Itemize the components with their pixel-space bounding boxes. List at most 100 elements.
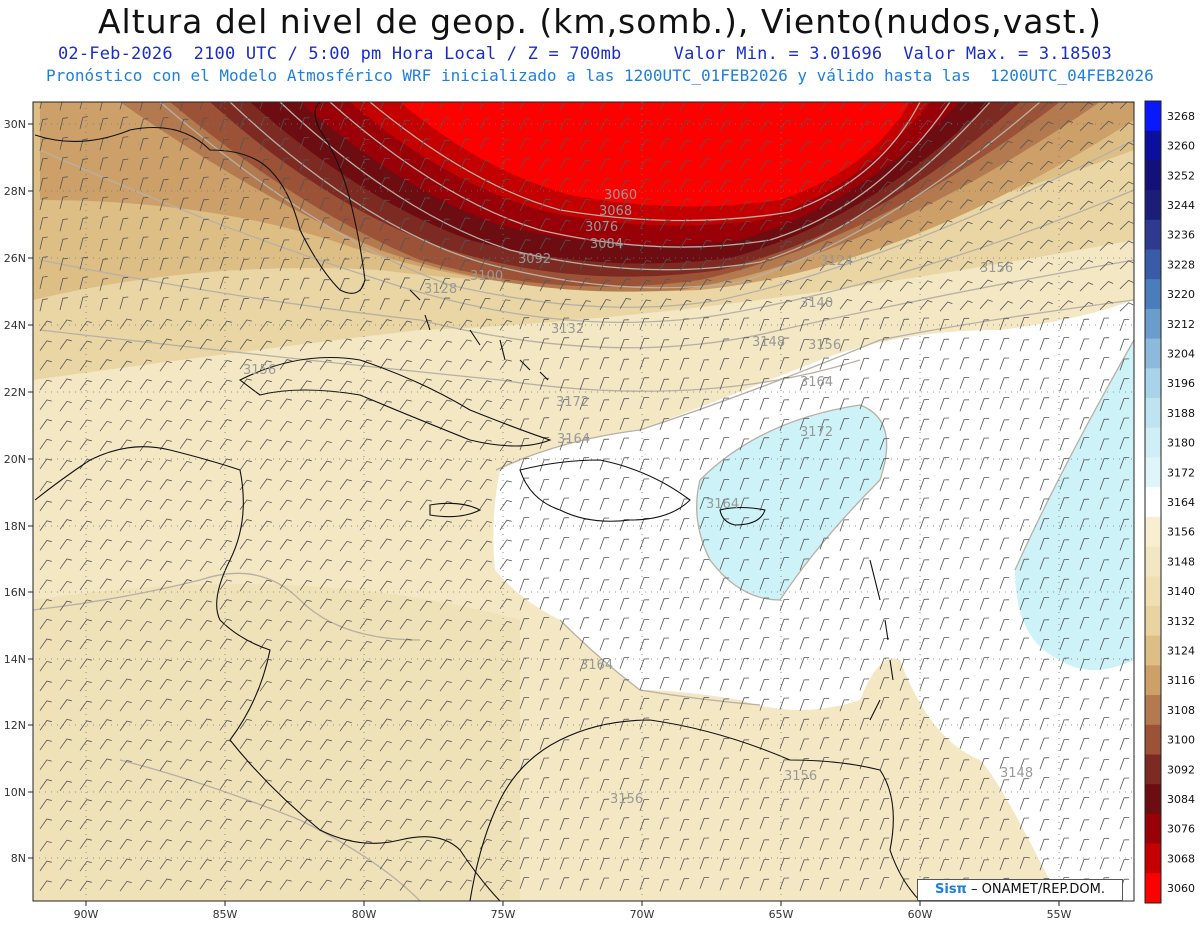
colorbar-swatch [1145,487,1161,518]
credit-box: Sisπ – ONAMET/REP.DOM. [917,879,1123,901]
contour-label: 3172 [556,395,589,410]
contour-label: 3068 [599,204,632,219]
contour-label: 3124 [820,254,853,269]
colorbar-swatch [1145,101,1161,132]
colorbar-swatch [1145,665,1161,696]
contour-label: 3076 [585,220,618,235]
map-title: Altura del nivel de geop. (km,somb.), Vi… [97,2,1103,41]
colorbar-swatch [1145,605,1161,637]
colorbar-label: 3220 [1167,288,1195,301]
colorbar-swatch [1145,754,1161,785]
colorbar-label: 3204 [1167,348,1195,361]
colorbar-swatch [1145,160,1161,191]
colorbar-swatch [1145,279,1161,310]
colorbar-label: 3156 [1167,526,1195,539]
colorbar-swatch [1145,576,1161,607]
colorbar-label: 3076 [1167,823,1195,836]
colorbar-swatch [1145,546,1161,577]
colorbar-label: 3244 [1167,199,1195,212]
colorbar-label: 3268 [1167,110,1195,123]
colorbar-swatch [1145,873,1161,904]
colorbar-label: 3260 [1167,140,1195,153]
contour-label: 3140 [800,296,833,311]
colorbar-label: 3084 [1167,793,1195,806]
contour-label: 3128 [424,282,457,297]
colorbar-swatch [1145,308,1161,340]
colorbar-label: 3068 [1167,852,1195,865]
lat-tick-label: 16N [4,586,26,599]
contour-label: 3164 [800,375,833,390]
colorbar-swatch [1145,249,1161,280]
map-frame [32,101,1135,902]
colorbar-swatch [1145,338,1161,369]
contour-label: 3156 [610,792,643,807]
lat-tick-label: 14N [4,653,26,666]
colorbar-label: 3100 [1167,734,1195,747]
colorbar-label: 3236 [1167,229,1195,242]
lon-tick-label: 70W [630,908,655,921]
lon-tick-label: 65W [769,908,794,921]
contour-label: 3164 [580,658,613,673]
colorbar-swatch [1145,130,1161,161]
contour-label: 3156 [980,261,1013,276]
wind-barbs [39,102,1134,892]
lon-tick-label: 85W [213,908,238,921]
contour-label: 3156 [784,769,817,784]
colorbar-label: 3212 [1167,318,1195,331]
contour-label: 3172 [800,425,833,440]
contour-label: 3148 [1000,766,1033,781]
lat-tick-label: 20N [4,453,26,466]
colorbar-label: 3092 [1167,763,1195,776]
colorbar-swatch [1145,784,1161,815]
colorbar-swatch [1145,219,1161,251]
lat-tick-label: 26N [4,252,26,265]
colorbar-swatch [1145,457,1161,488]
colorbar-swatch [1145,843,1161,874]
colorbar-swatch [1145,368,1161,399]
valid-time-line: 02-Feb-2026 2100 UTC / 5:00 pm Hora Loca… [58,44,1112,64]
contour-label: 3060 [604,188,637,203]
model-info-line: Pronóstico con el Modelo Atmosférico WRF… [46,66,1154,85]
colorbar-label: 3060 [1167,882,1195,895]
colorbar-swatch [1145,398,1161,429]
colorbar-swatch [1145,635,1161,666]
contour-label: 3132 [551,322,584,337]
colorbar-swatch [1145,695,1161,726]
colorbar-label: 3252 [1167,169,1195,182]
longitude-ticks: 90W 85W 80W 75W 70W 65W 60W 55W [74,102,1072,921]
contour-label: 3148 [752,335,785,350]
contour-label: 3164 [706,497,739,512]
colorbar-label: 3188 [1167,407,1195,420]
colorbar-swatch [1145,724,1161,755]
lat-tick-label: 18N [4,520,26,533]
lon-tick-label: 75W [491,908,516,921]
sispi-logo: Sisπ [935,882,967,897]
colorbar-swatch [1145,190,1161,221]
colorbar-label: 3228 [1167,258,1195,271]
lat-tick-label: 30N [4,118,26,131]
colorbar-label: 3140 [1167,585,1195,598]
colorbar: 3268 3260 3252 3244 3236 3228 3220 3212 3204 3196… [1144,100,1195,904]
colorbar-label: 3180 [1167,437,1195,450]
contour-label: 3156 [808,338,841,353]
lon-tick-label: 90W [74,908,99,921]
lon-tick-label: 80W [352,908,377,921]
credit-text: – ONAMET/REP.DOM. [966,882,1105,897]
colorbar-swatch [1145,516,1161,548]
colorbar-swatch [1145,427,1161,458]
contour-label: 3164 [557,432,590,447]
coastlines [34,102,921,901]
latitude-ticks: 30N 28N 26N 24N 22N 20N 18N 16N 14N 12N 10N 8N [4,118,1134,865]
lat-tick-label: 12N [4,719,26,732]
contour-label: 3092 [518,252,551,267]
contour-label: 3084 [590,237,623,252]
colorbar-label: 3164 [1167,496,1195,509]
colorbar-label: 3172 [1167,466,1195,479]
colorbar-label: 3148 [1167,555,1195,568]
colorbar-label: 3132 [1167,615,1195,628]
lat-tick-label: 24N [4,319,26,332]
lon-tick-label: 55W [1047,908,1072,921]
lat-tick-label: 8N [11,852,26,865]
contour-label: 3156 [243,363,276,378]
